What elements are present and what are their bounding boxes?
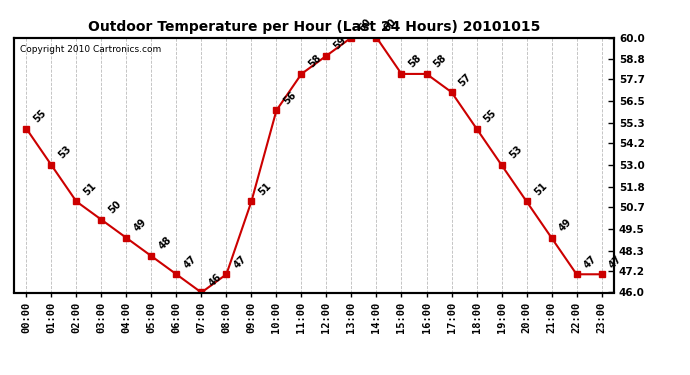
Text: 58: 58 — [307, 53, 324, 70]
Text: 53: 53 — [507, 144, 524, 161]
Text: 60: 60 — [382, 17, 399, 33]
Title: Outdoor Temperature per Hour (Last 24 Hours) 20101015: Outdoor Temperature per Hour (Last 24 Ho… — [88, 20, 540, 33]
Text: 47: 47 — [182, 254, 199, 270]
Text: 51: 51 — [257, 181, 274, 197]
Text: 59: 59 — [332, 35, 348, 51]
Text: 50: 50 — [107, 199, 124, 216]
Text: 58: 58 — [407, 53, 424, 70]
Text: 46: 46 — [207, 272, 224, 288]
Text: 49: 49 — [557, 217, 574, 234]
Text: Copyright 2010 Cartronics.com: Copyright 2010 Cartronics.com — [20, 45, 161, 54]
Text: 60: 60 — [357, 17, 374, 33]
Text: 47: 47 — [607, 254, 624, 270]
Text: 57: 57 — [457, 71, 474, 88]
Text: 47: 47 — [232, 254, 248, 270]
Text: 48: 48 — [157, 235, 174, 252]
Text: 53: 53 — [57, 144, 74, 161]
Text: 51: 51 — [532, 181, 549, 197]
Text: 56: 56 — [282, 90, 299, 106]
Text: 51: 51 — [82, 181, 99, 197]
Text: 58: 58 — [432, 53, 448, 70]
Text: 55: 55 — [32, 108, 48, 124]
Text: 49: 49 — [132, 217, 148, 234]
Text: 47: 47 — [582, 254, 599, 270]
Text: 55: 55 — [482, 108, 499, 124]
